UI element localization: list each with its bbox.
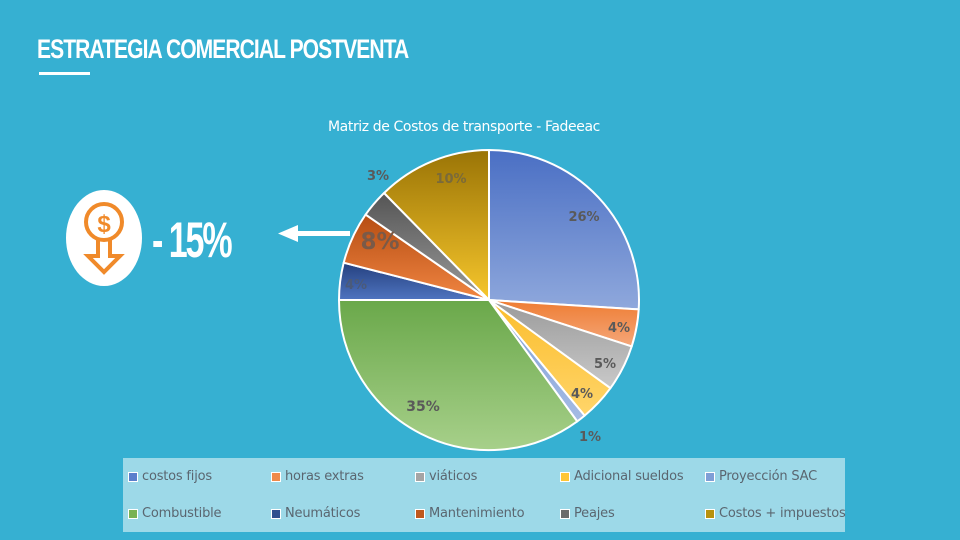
legend-item-peajes: Peajes bbox=[560, 506, 615, 521]
legend-item-neumaticos: Neumáticos bbox=[271, 506, 360, 521]
title-underline bbox=[39, 72, 90, 75]
swatch-viaticos bbox=[415, 471, 425, 482]
label-costos-fijos: 26% bbox=[568, 210, 599, 225]
label-proyeccion-sac: 1% bbox=[579, 430, 601, 445]
dollar-down-icon: $ bbox=[66, 190, 142, 286]
label-adicional-sueldos: 4% bbox=[571, 387, 593, 402]
legend-item-proyeccion-sac: Proyección SAC bbox=[705, 469, 817, 484]
chart-legend: costos fijos horas extras viáticos Adici… bbox=[123, 458, 846, 532]
legend-item-costos-impuestos: Costos + impuestos bbox=[705, 506, 846, 521]
label-horas-extras: 4% bbox=[608, 321, 630, 336]
swatch-adicional-sueldos bbox=[560, 471, 570, 482]
slice-costos-impuestos bbox=[383, 149, 490, 301]
label-combustible: 35% bbox=[406, 399, 440, 415]
label-viaticos: 5% bbox=[594, 357, 616, 372]
legend-item-mantenimiento: Mantenimiento bbox=[415, 506, 525, 521]
label-mantenimiento: 8% bbox=[360, 229, 399, 255]
legend-item-combustible: Combustible bbox=[128, 506, 222, 521]
swatch-neumaticos bbox=[271, 508, 281, 519]
legend-item-costos-fijos: costos fijos bbox=[128, 469, 212, 484]
slide-title: ESTRATEGIA COMERCIAL POSTVENTA bbox=[37, 34, 409, 64]
slice-costos-fijos bbox=[488, 149, 640, 311]
chart-title: Matriz de Costos de transporte - Fadeeac bbox=[328, 119, 600, 135]
swatch-costos-fijos bbox=[128, 471, 138, 482]
swatch-peajes bbox=[560, 508, 570, 519]
legend-item-horas-extras: horas extras bbox=[271, 469, 364, 484]
swatch-combustible bbox=[128, 508, 138, 519]
label-peajes: 3% bbox=[367, 169, 389, 184]
svg-text:$: $ bbox=[97, 211, 111, 238]
swatch-costos-impuestos bbox=[705, 508, 715, 519]
swatch-horas-extras bbox=[271, 471, 281, 482]
label-neumaticos: 4% bbox=[345, 278, 367, 293]
legend-item-adicional-sueldos: Adicional sueldos bbox=[560, 469, 684, 484]
swatch-mantenimiento bbox=[415, 508, 425, 519]
discount-value: - 15% bbox=[152, 212, 233, 268]
swatch-proyeccion-sac bbox=[705, 471, 715, 482]
left-arrow-icon bbox=[278, 225, 350, 242]
label-costos-impuestos: 10% bbox=[435, 172, 466, 187]
legend-item-viaticos: viáticos bbox=[415, 469, 477, 484]
slice-combustible bbox=[338, 299, 579, 452]
